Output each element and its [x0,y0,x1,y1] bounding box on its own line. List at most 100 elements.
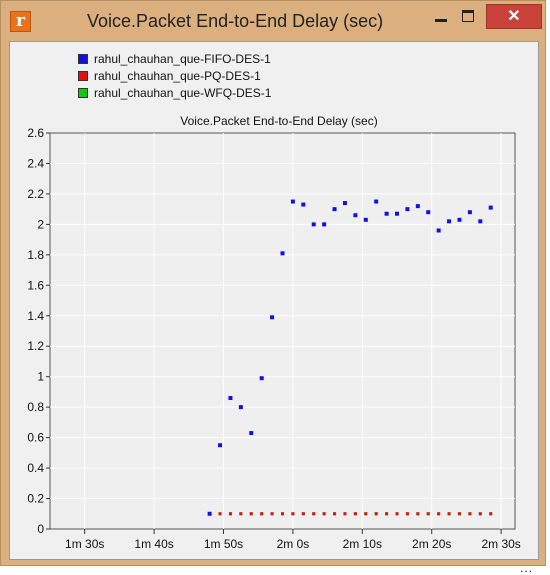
data-point-fifo [332,207,337,212]
y-tick-label: 2.6 [27,126,44,140]
data-point-fifo [301,202,306,207]
y-tick-label: 0.8 [27,400,44,414]
data-point-pq [437,512,441,516]
y-tick-label: 0.2 [27,492,44,506]
y-tick-label: 0.6 [27,431,44,445]
y-tick-label: 1.6 [27,278,44,292]
data-point-pq [353,512,357,516]
more-indicator[interactable]: ... [520,561,534,575]
x-tick-label: 1m 50s [204,537,243,551]
data-point-pq [312,512,316,516]
maximize-button[interactable] [459,7,479,27]
y-tick-label: 1.4 [27,309,44,323]
data-point-pq [395,512,399,516]
x-tick-label: 2m 20s [412,537,451,551]
data-point-fifo [238,405,243,410]
y-tick-label: 1.2 [27,339,44,353]
data-point-pq [228,512,232,516]
x-tick-label: 2m 10s [343,537,382,551]
data-point-pq [218,512,222,516]
y-axis: 0 0.2 0.4 0.6 0.8 1 1.2 1.4 1.6 1.8 2 2.2 2.4 2.6 [27,126,50,536]
data-point-pq [322,512,326,516]
legend-label-wfq: rahul_chauhan_que-WFQ-DES-1 [94,86,272,100]
chart-panel: rahul_chauhan_que-FIFO-DES-1 rahul_chauh… [9,41,539,575]
scatter-chart: Voice.Packet End-to-End Delay (sec) 0 0.2… [27,114,521,551]
legend-label-fifo: rahul_chauhan_que-FIFO-DES-1 [94,52,271,66]
minimize-button[interactable] [432,7,452,27]
x-tick-label: 2m 30s [481,537,520,551]
data-point-fifo [207,511,212,516]
data-point-fifo [218,443,223,448]
close-button[interactable]: ✕ [486,4,542,29]
app-icon[interactable]: r [10,11,31,32]
y-tick-label: 0.4 [27,461,44,475]
data-point-fifo [353,213,358,218]
legend-swatch-wfq [78,87,88,98]
y-tick-label: 2.4 [27,156,44,170]
data-point-fifo [405,207,410,212]
data-point-fifo [436,228,441,233]
x-tick-label: 1m 40s [134,537,173,551]
data-point-fifo [363,217,368,222]
data-point-fifo [322,222,327,227]
legend-item-pq: rahul_chauhan_que-PQ-DES-1 [78,69,271,86]
data-point-pq [416,512,420,516]
data-point-fifo [488,205,493,210]
data-points [207,199,493,516]
data-point-fifo [478,219,483,224]
legend-item-wfq: rahul_chauhan_que-WFQ-DES-1 [78,86,271,103]
legend-item-fifo: rahul_chauhan_que-FIFO-DES-1 [78,52,271,69]
data-point-fifo [270,315,275,320]
x-axis: 1m 30s 1m 40s 1m 50s 2m 0s 2m 10s 2m 20s 2m 30… [65,529,521,551]
y-tick-label: 0 [37,522,44,536]
data-point-pq [364,512,368,516]
data-point-pq [468,512,472,516]
data-point-pq [239,512,243,516]
data-point-pq [489,512,493,516]
data-point-pq [457,512,461,516]
data-point-pq [405,512,409,516]
x-tick-label: 2m 0s [277,537,310,551]
data-point-fifo [249,431,254,436]
data-point-pq [333,512,337,516]
y-tick-label: 2 [37,217,44,231]
data-point-fifo [228,396,233,401]
legend-label-pq: rahul_chauhan_que-PQ-DES-1 [94,69,261,83]
title-bar[interactable]: r Voice.Packet End-to-End Delay (sec) ✕ [1,1,545,41]
y-tick-label: 2.2 [27,187,44,201]
data-point-fifo [467,210,472,215]
data-point-fifo [447,219,452,224]
data-point-fifo [395,211,400,216]
data-point-fifo [415,204,420,209]
data-point-fifo [342,201,347,206]
data-point-pq [281,512,284,516]
y-tick-label: 1.8 [27,248,44,262]
data-point-fifo [259,376,264,381]
data-point-pq [447,512,451,516]
data-point-pq [249,512,253,516]
data-point-pq [301,512,305,516]
legend-swatch-fifo [78,53,88,64]
window-title: Voice.Packet End-to-End Delay (sec) [87,11,384,31]
data-point-pq [374,512,378,516]
data-point-fifo [280,251,285,256]
data-point-fifo [457,217,462,222]
plot-area [49,132,516,530]
legend: rahul_chauhan_que-FIFO-DES-1 rahul_chauh… [78,52,271,103]
data-point-pq [270,512,274,516]
data-point-fifo [374,199,379,204]
data-point-fifo [426,210,431,215]
data-point-pq [478,512,482,516]
legend-swatch-pq [78,70,88,81]
grid-lines [50,133,515,529]
data-point-pq [426,512,430,516]
data-point-pq [385,512,389,516]
x-tick-label: 1m 30s [65,537,104,551]
chart-title: Voice.Packet End-to-End Delay (sec) [180,114,377,128]
data-point-pq [260,512,264,516]
data-point-fifo [384,211,389,216]
data-point-fifo [311,222,316,227]
data-point-fifo [290,199,295,204]
data-point-pq [291,512,295,516]
